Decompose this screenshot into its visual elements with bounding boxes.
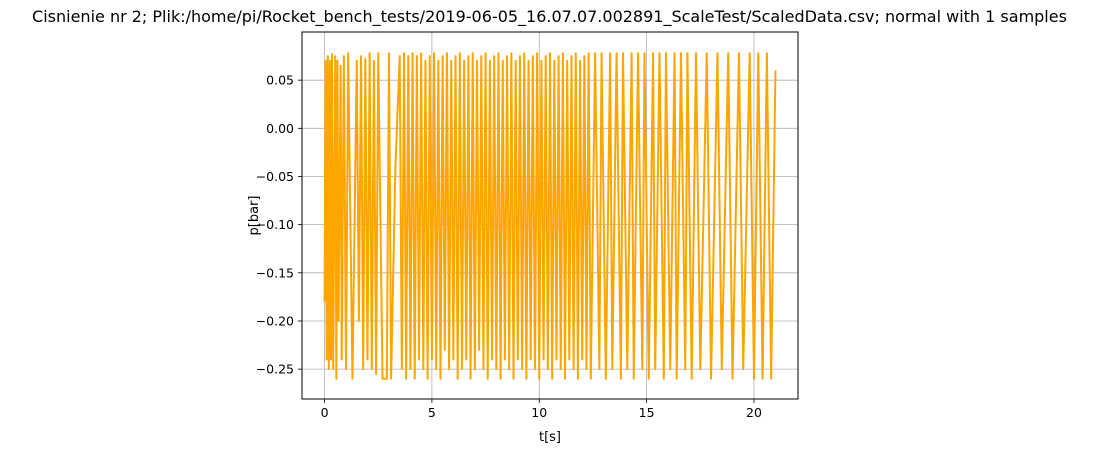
plot-frame bbox=[301, 31, 799, 400]
y-tick-label: 0.00 bbox=[266, 121, 294, 136]
series-line-0 bbox=[323, 52, 777, 380]
axis-ticks: 0 5 10 15 20 0.05 0.00 −0.05 −0.10 −0.15 −0.20 −0.2… bbox=[256, 73, 762, 420]
x-tick-label: 5 bbox=[428, 405, 436, 420]
x-tick-label: 0 bbox=[321, 405, 329, 420]
y-axis-label: p[bar] bbox=[247, 196, 262, 236]
y-tick-label: −0.25 bbox=[256, 362, 294, 377]
chart-title: Cisnienie nr 2; Plik:/home/pi/Rocket_ben… bbox=[32, 7, 1067, 26]
y-tick-label: 0.05 bbox=[266, 73, 294, 88]
x-tick-label: 20 bbox=[746, 405, 762, 420]
series-layer bbox=[323, 52, 777, 380]
y-tick-label: −0.05 bbox=[256, 169, 294, 184]
y-tick-label: −0.10 bbox=[256, 217, 294, 232]
y-tick-label: −0.15 bbox=[256, 265, 294, 280]
y-tick-label: −0.20 bbox=[256, 313, 294, 328]
x-tick-label: 15 bbox=[639, 405, 655, 420]
x-tick-label: 10 bbox=[531, 405, 547, 420]
x-axis-label: t[s] bbox=[539, 430, 561, 445]
